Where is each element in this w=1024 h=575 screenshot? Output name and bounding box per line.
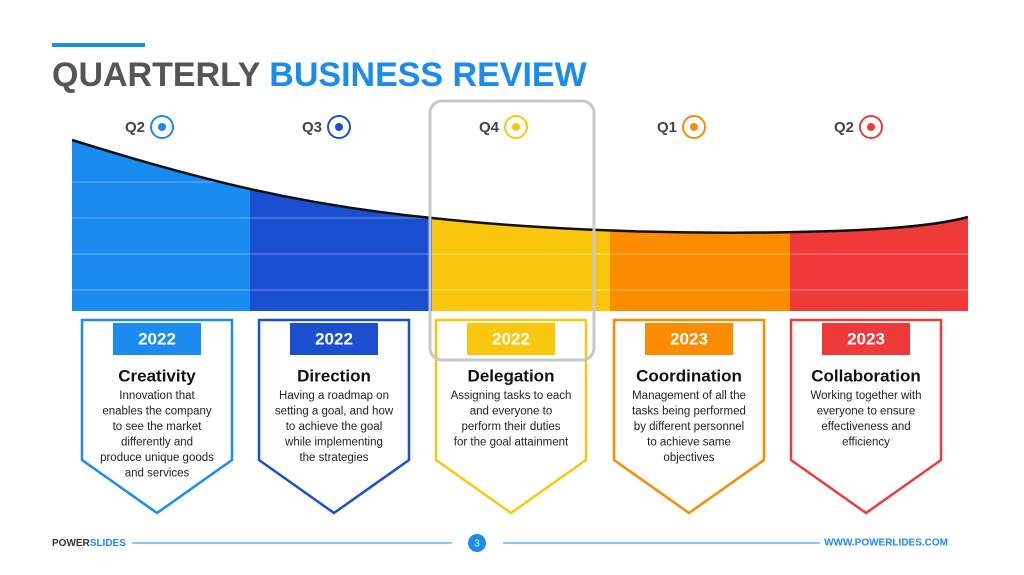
card-outline	[612, 318, 766, 515]
card-outline	[789, 318, 943, 515]
quarter-icon	[504, 115, 528, 139]
card-description: effectiveness and	[821, 421, 910, 433]
card-description: to see the market	[113, 421, 203, 433]
card-outline	[80, 318, 234, 515]
year-label: 2023	[847, 329, 885, 348]
year-box	[290, 323, 378, 355]
card-description: to achieve the goal	[286, 421, 383, 433]
card-description: by different personnel	[634, 421, 744, 433]
quarter-label: Q4	[479, 119, 500, 136]
card-description: Management of all the	[632, 390, 746, 402]
card-description: to achieve same	[647, 437, 731, 449]
wave-line	[71, 138, 969, 234]
highlight-frame	[428, 99, 596, 362]
year-label: 2023	[670, 329, 708, 348]
quarter-icon	[150, 115, 174, 139]
card-outline	[257, 318, 411, 515]
card-description: tasks being performed	[632, 406, 746, 418]
card-heading: Coordination	[636, 366, 742, 385]
card-heading: Delegation	[468, 366, 555, 385]
card-description: differently and	[121, 437, 193, 449]
card-description: efficiency	[842, 437, 890, 449]
quarter-icon	[690, 123, 698, 131]
title-accent	[52, 43, 145, 47]
quarter-icon	[327, 115, 351, 139]
quarter-icon	[335, 123, 343, 131]
quarter-label: Q2	[125, 119, 145, 136]
card-description: for the goal attainment	[454, 437, 569, 449]
band-segment	[432, 140, 610, 311]
card-description: produce unique goods	[100, 452, 214, 464]
page-number: 3	[474, 539, 480, 550]
card-description: and services	[125, 468, 190, 480]
year-label: 2022	[315, 329, 353, 348]
year-box	[822, 323, 910, 355]
year-box	[645, 323, 733, 355]
card-description: while implementing	[284, 437, 383, 449]
card-heading: Collaboration	[811, 366, 921, 385]
card-heading: Creativity	[118, 366, 196, 385]
card-description: Working together with	[810, 390, 921, 402]
quarter-icon	[682, 115, 706, 139]
year-box	[467, 323, 555, 355]
card-description: objectives	[663, 452, 714, 464]
footer-url: WWW.POWERLIDES.COM	[824, 538, 948, 549]
quarter-icon	[867, 123, 875, 131]
card-description: setting a goal, and how	[275, 406, 394, 418]
brand: POWERSLIDES	[52, 538, 126, 549]
quarter-label: Q2	[834, 119, 854, 136]
page-badge	[468, 534, 486, 552]
card-description: Having a roadmap on	[279, 390, 389, 402]
quarter-icon	[859, 115, 883, 139]
title-part: BUSINESS REVIEW	[269, 56, 587, 94]
brand-part: POWER	[52, 538, 91, 549]
brand-part: SLIDES	[90, 538, 126, 549]
year-box	[113, 323, 201, 355]
year-label: 2022	[138, 329, 176, 348]
card-description: perform their duties	[461, 421, 560, 433]
title-part: QUARTERLY	[52, 56, 261, 94]
card-description: Assigning tasks to each	[451, 390, 572, 402]
card-heading: Direction	[297, 366, 371, 385]
year-label: 2022	[492, 329, 530, 348]
title: QUARTERLY BUSINESS REVIEW	[52, 56, 588, 94]
quarter-icon	[158, 123, 166, 131]
card-description: enables the company	[102, 406, 212, 418]
band-segment	[610, 140, 790, 311]
wave-band	[72, 140, 968, 311]
card-description: and everyone to	[470, 406, 552, 418]
card-outline	[434, 318, 588, 515]
card-description: Innovation that	[119, 390, 195, 402]
card-description: everyone to ensure	[817, 406, 915, 418]
band-segment	[790, 140, 968, 311]
quarter-label: Q3	[302, 119, 322, 136]
quarter-label: Q1	[657, 119, 677, 136]
card-description: the strategies	[299, 452, 368, 464]
quarter-icon	[512, 123, 520, 131]
